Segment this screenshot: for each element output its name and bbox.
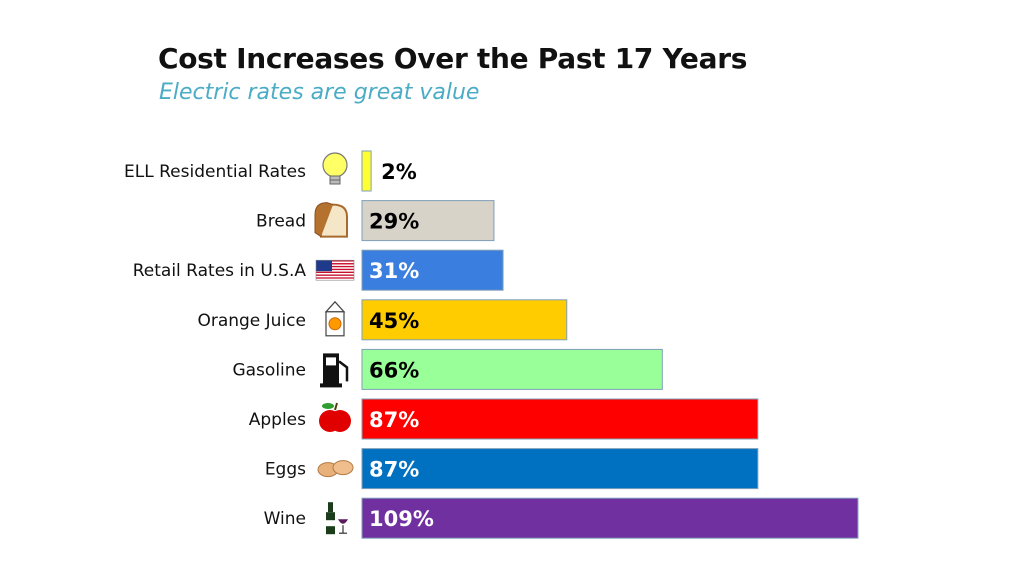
data-label: 45% bbox=[369, 309, 419, 333]
eggs-icon bbox=[318, 461, 353, 477]
data-label: 87% bbox=[369, 458, 419, 482]
data-label: 2% bbox=[381, 160, 417, 184]
category-label: Apples bbox=[249, 410, 306, 430]
data-label: 66% bbox=[369, 358, 419, 382]
category-label: Orange Juice bbox=[197, 311, 306, 331]
category-label: Bread bbox=[256, 212, 306, 232]
category-label: ELL Residential Rates bbox=[124, 162, 306, 182]
bar bbox=[362, 151, 371, 191]
data-label: 87% bbox=[369, 408, 419, 432]
bar bbox=[362, 399, 758, 439]
wine-icon bbox=[326, 502, 348, 534]
bar-chart: ELL Residential Rates 2% Bread 29% Retail Ra… bbox=[0, 0, 1030, 579]
us-flag-icon bbox=[316, 260, 354, 280]
category-label: Wine bbox=[264, 509, 306, 529]
light-bulb-icon bbox=[323, 153, 347, 184]
bar bbox=[362, 498, 858, 538]
data-label: 31% bbox=[369, 259, 419, 283]
category-label: Eggs bbox=[265, 460, 306, 480]
data-label: 109% bbox=[369, 507, 434, 531]
orange-juice-carton-icon bbox=[326, 302, 344, 336]
category-label: Retail Rates in U.S.A bbox=[133, 261, 307, 281]
gas-pump-icon bbox=[320, 353, 347, 387]
data-label: 29% bbox=[369, 210, 419, 234]
category-label: Gasoline bbox=[232, 360, 306, 380]
apple-icon bbox=[319, 403, 351, 432]
bread-icon bbox=[315, 203, 347, 237]
bar bbox=[362, 449, 758, 489]
slide: Cost Increases Over the Past 17 Years El… bbox=[0, 0, 1030, 579]
